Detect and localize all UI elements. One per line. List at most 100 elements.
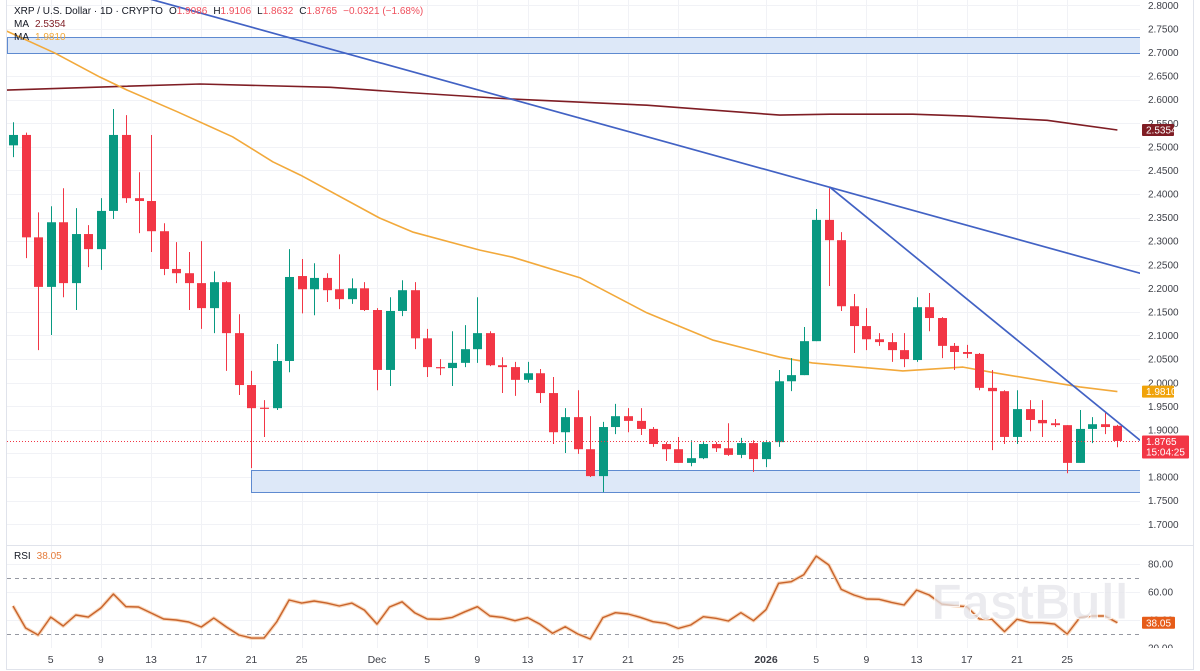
ma-fast-legend[interactable]: MA 1.9810 (14, 31, 66, 44)
candle (875, 333, 884, 346)
ma-slow-legend[interactable]: MA 2.5354 (14, 18, 66, 31)
price-axis-label: 2.0000 (1148, 378, 1179, 389)
candle-body (448, 362, 457, 369)
ma-fast-line[interactable] (7, 30, 1118, 393)
support-zone[interactable] (251, 470, 1143, 493)
time-axis-label: 9 (474, 654, 480, 666)
price-axis-label: 2.6500 (1148, 72, 1179, 83)
candle-body (913, 307, 922, 361)
ma-slow-line[interactable] (7, 83, 1118, 131)
rsi-label: RSI (14, 551, 31, 562)
candle (473, 297, 482, 363)
candle (147, 134, 156, 252)
candle-body (210, 282, 219, 309)
candle-body (624, 416, 633, 421)
time-axis-label: 9 (863, 654, 869, 666)
rsi-line[interactable] (12, 555, 1118, 640)
candle-body (925, 307, 934, 319)
candle-body (436, 367, 445, 369)
candle-body (335, 289, 344, 300)
ohlc-high-label: H (213, 6, 221, 17)
rsi-value: 38.05 (36, 551, 62, 562)
price-axis-label: 1.7000 (1148, 520, 1179, 531)
candle-body (536, 373, 545, 394)
candle (586, 416, 595, 478)
candle-body (938, 318, 947, 346)
candle (862, 308, 871, 351)
candle-body (273, 360, 282, 409)
candle (247, 370, 256, 469)
candle (737, 437, 746, 459)
candle-body (1076, 428, 1085, 463)
candle (122, 115, 131, 203)
rsi-legend[interactable]: RSI 38.05 (14, 550, 62, 563)
candle (1013, 390, 1022, 445)
candle-body (888, 342, 897, 351)
rsi-axis-label: 20.00 (1148, 644, 1173, 655)
price-axis-label: 1.9000 (1148, 425, 1179, 436)
candle-body (749, 443, 758, 460)
candle (749, 440, 758, 472)
resistance-zone[interactable] (7, 37, 1143, 54)
main-grid (7, 5, 1140, 525)
time-axis-label: 13 (522, 654, 534, 666)
candle-body (524, 373, 533, 380)
ma-slow-price-badge: 2.5354 (1142, 124, 1177, 136)
candle-body (988, 387, 997, 392)
candle (22, 132, 31, 259)
ohlc-open-label: O (168, 6, 177, 17)
ohlc-close: C 1.8765 (299, 5, 337, 18)
candle-body (837, 240, 846, 307)
candle (900, 333, 909, 368)
candle (975, 352, 984, 391)
candle (825, 188, 834, 286)
candle-body (486, 333, 495, 366)
price-axis-label: 2.4000 (1148, 190, 1179, 201)
candle (599, 421, 608, 493)
candle-body (411, 290, 420, 339)
short-term-descending-trendline[interactable] (829, 186, 1140, 442)
candle-body (662, 444, 671, 450)
candle (699, 442, 708, 460)
candle (84, 225, 93, 268)
time-axis[interactable]: 5 9 13 17 21 25 Dec 5 9 13 17 21 25 2026 5 9 13 17 21 25 (7, 648, 1140, 669)
bar-countdown: 15:04:25 (1146, 447, 1185, 458)
candle-body (473, 333, 482, 350)
candle (913, 297, 922, 362)
ohlc-high: H 1.9106 (213, 5, 251, 18)
time-axis-label: 21 (246, 654, 258, 666)
candle-body (950, 345, 959, 353)
candle (72, 208, 81, 311)
badge-background (1142, 435, 1189, 459)
candle (498, 357, 507, 394)
candle-body (1051, 423, 1060, 426)
candle (611, 403, 620, 435)
badge-value: 38.05 (1146, 618, 1171, 629)
candle-body (1113, 425, 1122, 441)
candle-body (737, 443, 746, 455)
ma-fast-value: 1.9810 (35, 32, 66, 43)
candle (1051, 419, 1060, 428)
ma-slow-label: MA (14, 19, 29, 30)
candle (1038, 400, 1047, 437)
candle-body (122, 134, 131, 199)
long-term-descending-trendline[interactable] (145, 0, 1140, 275)
candle-body (1088, 424, 1097, 429)
rsi-pane[interactable]: FastBull (7, 554, 1140, 641)
candle (712, 442, 721, 453)
candle (624, 408, 633, 433)
price-axis-label: 2.6000 (1148, 95, 1179, 106)
price-axis-label: 2.3500 (1148, 213, 1179, 224)
candle (323, 273, 332, 302)
candle-body (875, 339, 884, 343)
price-axis-label: 1.7500 (1148, 496, 1179, 507)
ohlc-open-value: 1.9086 (176, 6, 208, 17)
main-price-pane[interactable] (7, 0, 1143, 493)
price-axis[interactable]: 1.70001.75001.80001.85001.90001.95002.00… (1140, 0, 1193, 545)
symbol-title[interactable]: XRP / U.S. Dollar · 1D · CRYPTO (14, 6, 163, 17)
time-axis-label: 25 (672, 654, 684, 666)
candle (1000, 390, 1009, 445)
